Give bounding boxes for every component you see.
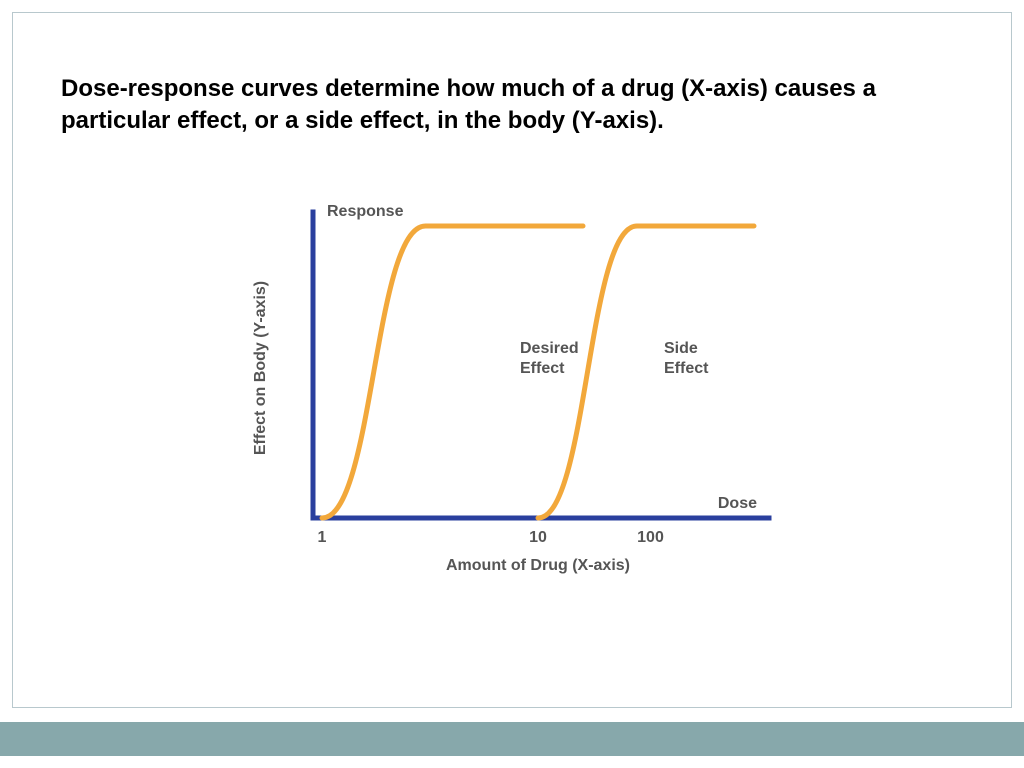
- svg-text:100: 100: [637, 529, 664, 546]
- svg-text:1: 1: [318, 529, 327, 546]
- svg-text:Effect: Effect: [520, 360, 565, 377]
- dose-response-chart: 1 10 100 Amount of Drug (X-axis) Effect on B…: [223, 198, 803, 598]
- svg-text:Effect on Body (Y-axis): Effect on Body (Y-axis): [252, 281, 269, 455]
- svg-text:Desired: Desired: [520, 340, 579, 357]
- chart-svg: 1 10 100 Amount of Drug (X-axis) Effect on B…: [223, 198, 803, 598]
- svg-text:10: 10: [529, 529, 547, 546]
- footer-bar: [0, 722, 1024, 756]
- svg-text:Dose: Dose: [718, 495, 757, 512]
- svg-text:Amount of Drug (X-axis): Amount of Drug (X-axis): [446, 557, 630, 574]
- svg-text:Side: Side: [664, 340, 698, 357]
- svg-text:Response: Response: [327, 203, 404, 220]
- slide-title: Dose-response curves determine how much …: [61, 73, 941, 138]
- content-box: Dose-response curves determine how much …: [12, 12, 1012, 708]
- svg-text:Effect: Effect: [664, 360, 709, 377]
- slide: Dose-response curves determine how much …: [0, 0, 1024, 768]
